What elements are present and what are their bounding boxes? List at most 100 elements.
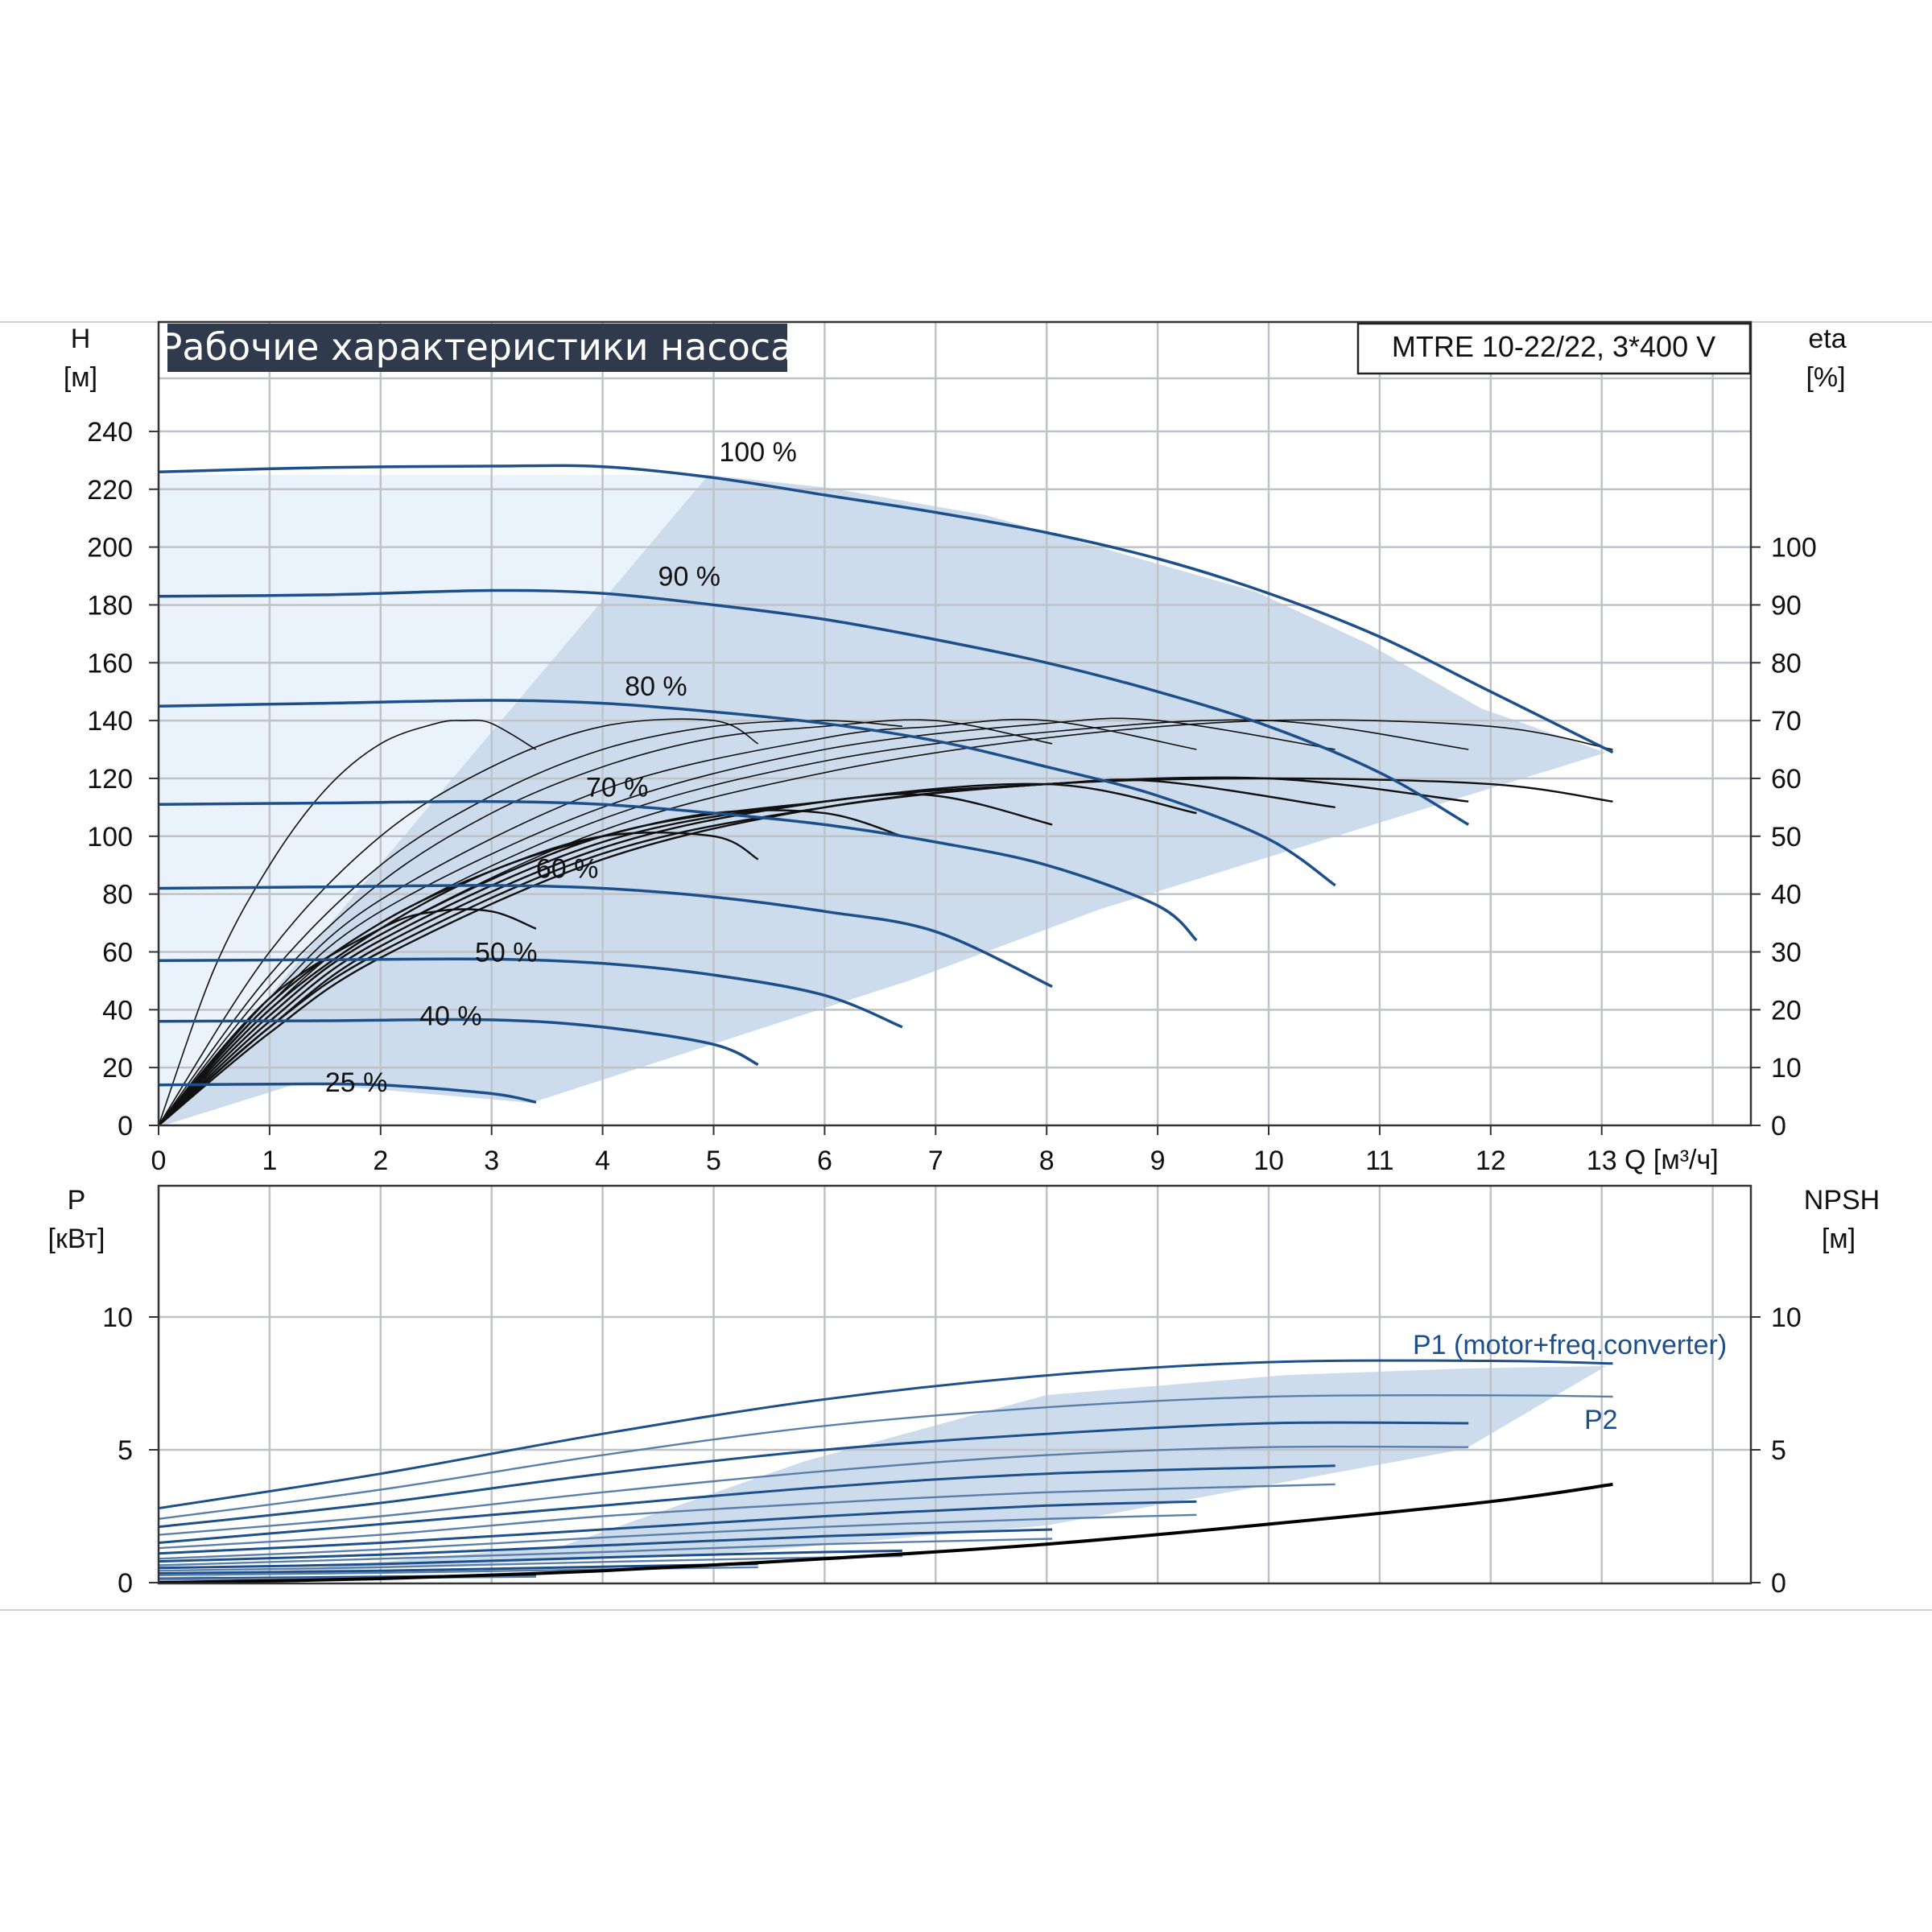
power-curve — [158, 1445, 1469, 1536]
power-curve — [158, 1513, 1197, 1560]
x-tick-label: 9 — [1150, 1146, 1166, 1176]
x-tick-label: 10 — [1253, 1146, 1284, 1176]
y-tick-label: 80 — [102, 880, 133, 910]
power-curve — [158, 1528, 1053, 1563]
x-tick-label: 5 — [706, 1146, 721, 1176]
npsh-axis-title: NPSH — [1804, 1185, 1880, 1216]
efficiency-curves — [158, 717, 1613, 1126]
npsh-axis-unit: [м] — [1822, 1224, 1856, 1254]
head-axis-title: H — [71, 324, 91, 354]
efficiency-curve — [158, 719, 1469, 1126]
eta-axis-unit: [%] — [1806, 362, 1845, 393]
head-curves — [158, 464, 1614, 1104]
y-tick-label: 120 — [87, 764, 133, 795]
y-tick-label: 40 — [102, 995, 133, 1026]
head-plot-frame — [157, 320, 1752, 1127]
y-tick-label: 20 — [102, 1053, 133, 1084]
y-tick-label: 140 — [87, 706, 133, 737]
npsh-curve — [158, 1482, 1613, 1584]
head-curve — [158, 1082, 537, 1104]
head-axis-ticks: 0 1 2 3 4 5 6 7 8 9 10 11 12 130204060801001201401601… — [87, 417, 1816, 1176]
power-plot-frame — [157, 1184, 1752, 1585]
p-tick-label: 0 — [118, 1568, 133, 1599]
power-curve — [158, 1393, 1613, 1520]
head-curve-label: 90 % — [658, 562, 721, 592]
power-curve — [158, 1549, 902, 1570]
x-tick-label: 6 — [817, 1146, 832, 1176]
npsh-tick-label: 0 — [1771, 1568, 1786, 1599]
power-axis-title: P — [68, 1185, 86, 1216]
model-box — [1356, 322, 1752, 375]
x-tick-label: 4 — [595, 1146, 610, 1176]
eta-axis-title: eta — [1808, 324, 1846, 354]
npsh-line — [158, 1482, 1613, 1584]
p-tick-label: 5 — [118, 1435, 133, 1466]
head-curve — [158, 464, 1614, 754]
p1-series-label: P1 (motor+freq.converter) — [1413, 1330, 1727, 1360]
efficiency-curve — [158, 719, 1053, 1126]
y2-tick-label: 80 — [1771, 648, 1802, 679]
y-tick-label: 160 — [87, 648, 133, 679]
head-curve — [158, 799, 1198, 942]
x-tick-label: 11 — [1365, 1146, 1393, 1176]
operating-range-dark — [159, 475, 1606, 1127]
npsh-tick-label: 5 — [1771, 1435, 1786, 1466]
y-tick-label: 240 — [87, 417, 133, 448]
x-tick-label: 1 — [262, 1146, 277, 1176]
head-curve — [158, 884, 1053, 989]
efficiency-curve — [158, 717, 1335, 1126]
x-tick-label: 8 — [1039, 1146, 1055, 1176]
y2-tick-label: 10 — [1771, 1053, 1802, 1084]
head-grid — [159, 322, 1751, 1125]
chart-title: Рабочие характеристики насоса — [160, 325, 794, 369]
operating-range-area — [159, 475, 1606, 1127]
power-curve — [158, 1483, 1335, 1550]
y2-tick-label: 100 — [1771, 533, 1817, 564]
power-axis-ticks: 0 5 10 0 5 10 — [102, 1302, 1802, 1599]
y-tick-label: 220 — [87, 475, 133, 506]
y2-tick-label: 40 — [1771, 880, 1802, 910]
x-tick-label: 3 — [484, 1146, 499, 1176]
y2-tick-label: 70 — [1771, 706, 1802, 737]
flow-axis-title: Q [м³/ч] — [1624, 1145, 1719, 1175]
efficiency-curve — [158, 793, 1053, 1126]
power-range-area — [159, 1366, 1606, 1582]
x-tick-label: 0 — [151, 1146, 167, 1176]
y2-tick-label: 20 — [1771, 995, 1802, 1026]
y-tick-label: 180 — [87, 590, 133, 621]
power-curves — [158, 1359, 1613, 1581]
head-curve-labels: 100 % 90 % 80 % 70 % 60 % 50 % 40 % 25 % — [325, 437, 797, 1098]
head-curve-label: 60 % — [536, 853, 599, 884]
power-curve — [158, 1538, 1053, 1567]
head-curve — [158, 1018, 759, 1067]
x-tick-label: 12 — [1476, 1146, 1506, 1176]
x-tick-label: 7 — [928, 1146, 943, 1176]
power-curve — [158, 1500, 1197, 1555]
efficiency-curve — [158, 718, 1197, 1126]
title-box — [167, 324, 787, 372]
y2-tick-label: 0 — [1771, 1111, 1786, 1141]
efficiency-curve — [158, 719, 537, 1126]
y-tick-label: 200 — [87, 533, 133, 564]
x-tick-label: 2 — [373, 1146, 388, 1176]
head-curve-label: 25 % — [325, 1067, 388, 1098]
power-axis-unit: [кВт] — [48, 1224, 105, 1254]
head-curve-label: 80 % — [625, 671, 687, 702]
y-tick-label: 60 — [102, 937, 133, 968]
head-curve — [158, 588, 1470, 826]
efficiency-curve — [158, 720, 902, 1126]
head-curve-label: 40 % — [419, 1001, 482, 1032]
head-curve — [158, 957, 903, 1029]
efficiency-curve — [158, 718, 759, 1126]
head-axis-unit: [м] — [64, 362, 97, 393]
head-curve-label: 50 % — [475, 937, 538, 968]
y2-tick-label: 90 — [1771, 590, 1802, 621]
power-curve — [158, 1359, 1613, 1510]
head-curve — [158, 699, 1336, 887]
y2-tick-label: 60 — [1771, 764, 1802, 795]
power-curve — [158, 1421, 1469, 1529]
y2-tick-label: 30 — [1771, 937, 1802, 968]
head-curve-label: 70 % — [586, 773, 649, 803]
